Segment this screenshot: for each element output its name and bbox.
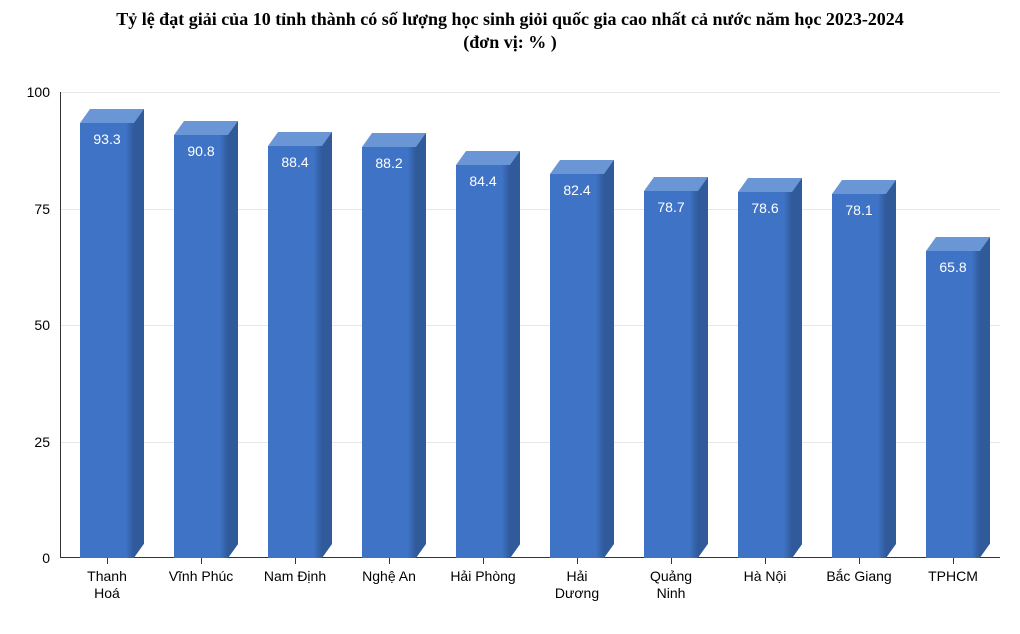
x-tick-mark — [671, 558, 672, 564]
bar — [644, 191, 699, 558]
bar — [832, 194, 887, 558]
x-tick-mark — [107, 558, 108, 564]
bar-value-label: 93.3 — [93, 131, 120, 147]
bar-side-face — [416, 133, 426, 558]
x-tick-mark — [953, 558, 954, 564]
x-tick-mark — [201, 558, 202, 564]
bar-value-label: 78.7 — [657, 199, 684, 215]
bar-side-face — [792, 178, 802, 558]
x-tick-label: Nghệ An — [344, 568, 433, 585]
bar — [550, 174, 605, 558]
bar-value-label: 88.2 — [375, 155, 402, 171]
x-tick-label: Nam Định — [250, 568, 339, 585]
x-tick-mark — [483, 558, 484, 564]
y-tick-label: 25 — [34, 434, 50, 450]
bar — [80, 123, 135, 558]
x-tick-mark — [765, 558, 766, 564]
x-tick-label: Vĩnh Phúc — [156, 568, 245, 585]
chart-title-line1: Tỷ lệ đạt giải của 10 tỉnh thành có số l… — [116, 9, 904, 29]
bar-side-face — [228, 121, 238, 558]
plot-area: 025507510093.3Thanh Hoá90.8Vĩnh Phúc88.4… — [60, 92, 1000, 558]
bar-value-label: 88.4 — [281, 154, 308, 170]
bar — [456, 165, 511, 558]
x-tick-mark — [389, 558, 390, 564]
y-tick-label: 50 — [34, 317, 50, 333]
bar-side-face — [698, 177, 708, 558]
bar-side-face — [604, 160, 614, 558]
bar-chart: Tỷ lệ đạt giải của 10 tỉnh thành có số l… — [0, 0, 1020, 634]
bar-side-face — [134, 109, 144, 558]
bar-side-face — [510, 151, 520, 558]
bar — [268, 146, 323, 558]
bar-value-label: 82.4 — [563, 182, 590, 198]
x-tick-label: Quảng Ninh — [626, 568, 715, 602]
bar — [738, 192, 793, 558]
bar-value-label: 84.4 — [469, 173, 496, 189]
x-tick-label: TPHCM — [908, 568, 997, 585]
x-tick-mark — [577, 558, 578, 564]
x-tick-label: Bắc Giang — [814, 568, 903, 585]
y-tick-label: 75 — [34, 201, 50, 217]
bar — [174, 135, 229, 558]
bar-value-label: 90.8 — [187, 143, 214, 159]
x-tick-label: Hải Dương — [532, 568, 621, 602]
bar — [926, 251, 981, 558]
bar-side-face — [886, 180, 896, 558]
x-tick-mark — [295, 558, 296, 564]
x-tick-label: Hải Phòng — [438, 568, 527, 585]
bar-side-face — [322, 132, 332, 558]
bar-value-label: 65.8 — [939, 259, 966, 275]
x-tick-label: Hà Nội — [720, 568, 809, 585]
y-axis — [60, 92, 61, 558]
bar-value-label: 78.1 — [845, 202, 872, 218]
grid-line — [60, 92, 1000, 93]
x-tick-label: Thanh Hoá — [62, 568, 151, 602]
chart-title: Tỷ lệ đạt giải của 10 tỉnh thành có số l… — [40, 8, 980, 53]
y-tick-label: 0 — [42, 550, 50, 566]
x-tick-mark — [859, 558, 860, 564]
bar-value-label: 78.6 — [751, 200, 778, 216]
chart-title-line2: (đơn vị: % ) — [463, 32, 556, 52]
y-tick-label: 100 — [27, 84, 50, 100]
bar-side-face — [980, 237, 990, 558]
bar — [362, 147, 417, 558]
